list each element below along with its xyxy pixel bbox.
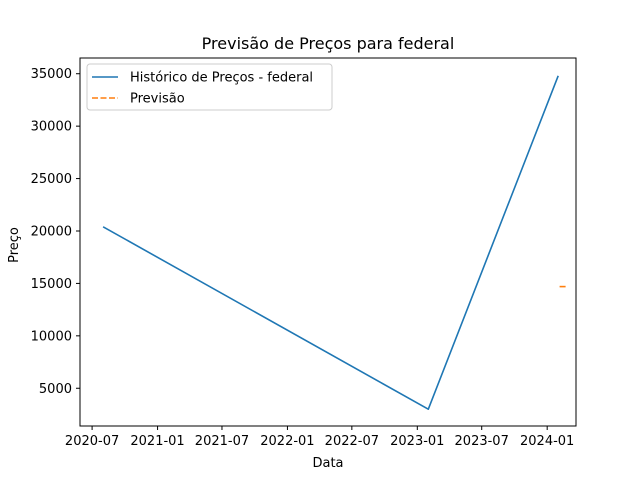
x-tick-label: 2021-07 <box>195 434 249 449</box>
y-tick-label: 15000 <box>31 277 72 292</box>
legend-label-0: Histórico de Preços - federal <box>130 71 313 86</box>
x-tick-label: 2020-07 <box>65 434 119 449</box>
y-tick-label: 20000 <box>31 224 72 239</box>
y-axis-label: Preço <box>7 227 22 263</box>
y-tick-label: 5000 <box>39 382 72 397</box>
x-tick-label: 2022-01 <box>260 434 314 449</box>
y-tick-label: 35000 <box>31 67 72 82</box>
x-tick-label: 2023-07 <box>455 434 509 449</box>
x-axis-label: Data <box>312 456 343 471</box>
legend-label-1: Previsão <box>130 92 185 107</box>
plot-frame <box>79 57 577 427</box>
plot-area: 2020-07 2021-01 2021-07 2022-01 2022-07 2023-… <box>31 57 577 449</box>
y-tick-label: 10000 <box>31 329 72 344</box>
x-tick-label: 2022-07 <box>325 434 379 449</box>
x-tick-label: 2024-01 <box>520 434 574 449</box>
chart-title: Previsão de Preços para federal <box>202 34 455 53</box>
x-tick-label: 2023-01 <box>390 434 444 449</box>
y-tick-label: 25000 <box>31 172 72 187</box>
y-tick-label: 30000 <box>31 120 72 135</box>
legend: Histórico de Preços - federal Previsão <box>86 63 333 111</box>
legend-box <box>86 63 333 111</box>
x-tick-label: 2021-01 <box>130 434 184 449</box>
series-line-0 <box>102 75 559 411</box>
